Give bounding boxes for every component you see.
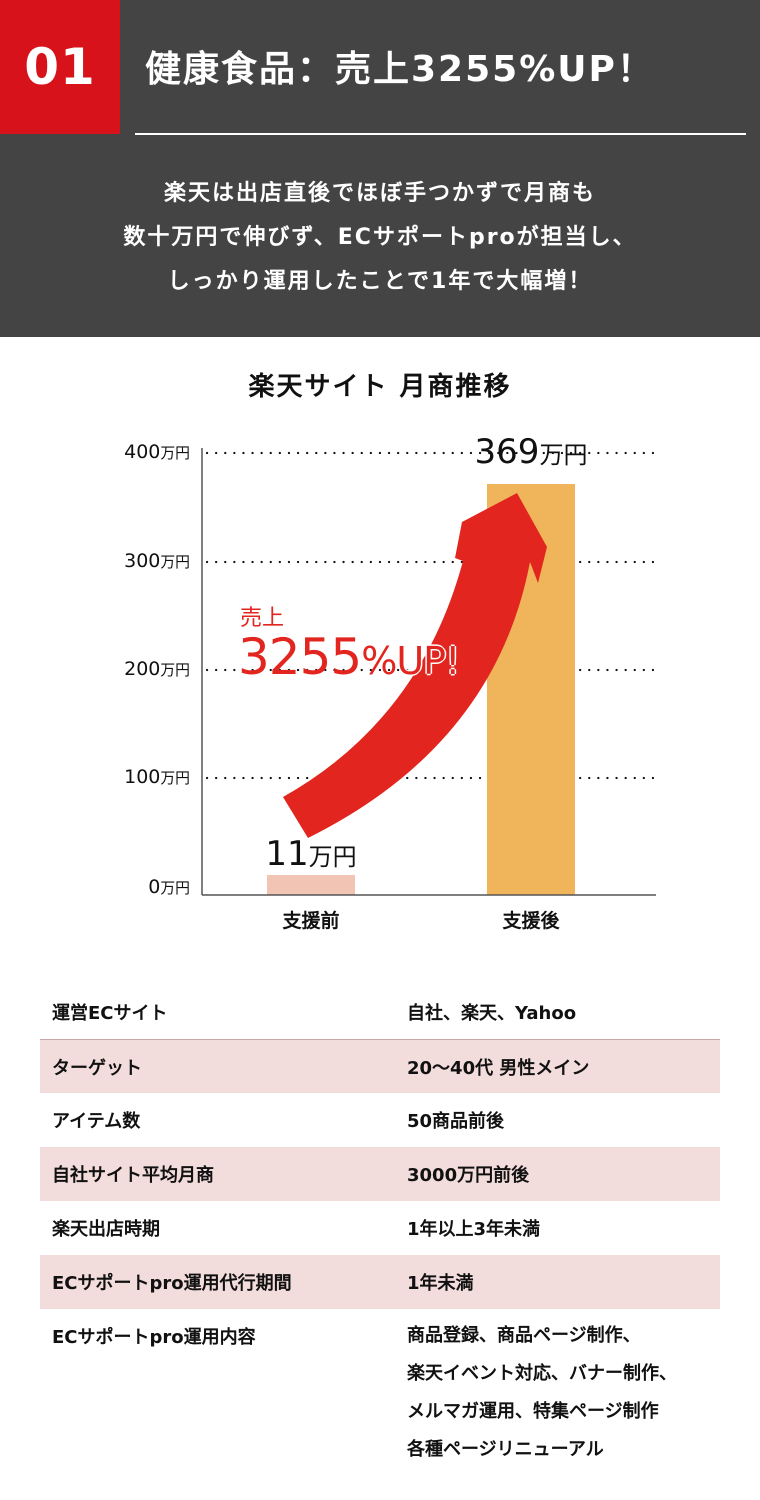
lead-line: 楽天は出店直後でほぼ手つかずで月商も [163,181,596,206]
lead-line: しっかり運用したことで1年で大幅増！ [167,269,593,294]
row-key: 運営ECサイト [52,1003,168,1024]
row-value: 1年以上3年未満 [407,1219,541,1240]
table-row: 運営ECサイト 自社、楽天、Yahoo [40,985,720,1039]
row-value: 商品登録、商品ページ制作、 楽天イベント対応、バナー制作、 メルマガ運用、特集ペ… [407,1309,720,1469]
row-value-line: 楽天イベント対応、バナー制作、 [407,1363,677,1384]
case-title: 健康食品：売上3255%UP！ [145,49,655,90]
row-value-line: メルマガ運用、特集ページ制作 [407,1401,659,1422]
case-number-badge: 01 [0,0,120,134]
row-key: ターゲット [52,1058,142,1079]
row-value: 50商品前後 [407,1111,505,1132]
row-value-line: 商品登録、商品ページ制作、 [407,1325,641,1346]
y-tick-400: 400万円 [124,441,190,463]
y-tick-0: 0万円 [148,876,190,898]
case-header: 01 健康食品：売上3255%UP！ 楽天は出店直後でほぼ手つかずで月商も 数十… [0,0,760,337]
case-number: 01 [24,38,96,96]
table-row: ECサポートpro運用内容 商品登録、商品ページ制作、 楽天イベント対応、バナー… [40,1309,720,1469]
y-tick-200: 200万円 [124,658,190,680]
x-category-before: 支援前 [282,910,340,932]
row-value: 1年未満 [407,1273,474,1294]
y-tick-300: 300万円 [124,550,190,572]
value-label-before: 11万円 [265,834,357,874]
growth-arrow-icon [283,493,547,838]
annotation-growth: 3255%UP! [238,628,460,686]
table-row: ECサポートpro運用代行期間 1年未満 [40,1255,720,1309]
gridlines [205,451,658,780]
row-value: 20〜40代 男性メイン [407,1058,590,1079]
row-key: 自社サイト平均月商 [52,1165,214,1186]
row-value: 自社、楽天、Yahoo [407,1003,577,1024]
table-row: 自社サイト平均月商 3000万円前後 [40,1147,720,1201]
case-lead: 楽天は出店直後でほぼ手つかずで月商も 数十万円で伸びず、ECサポートproが担当… [0,172,760,304]
row-key: ECサポートpro運用内容 [52,1327,256,1348]
table-row: ターゲット 20〜40代 男性メイン [40,1039,720,1093]
lead-line: 数十万円で伸びず、ECサポートproが担当し、 [123,225,637,250]
table-row: 楽天出店時期 1年以上3年未満 [40,1201,720,1255]
x-category-after: 支援後 [502,910,560,932]
row-key: アイテム数 [52,1111,141,1132]
chart-title: 楽天サイト 月商推移 [248,372,512,402]
table-row: アイテム数 50商品前後 [40,1093,720,1147]
row-value-line: 各種ページリニューアル [407,1439,604,1460]
row-key: 楽天出店時期 [52,1219,160,1240]
bar-chart [201,448,658,896]
value-label-after: 369万円 [474,432,588,472]
y-tick-100: 100万円 [124,766,190,788]
title-divider [135,133,746,135]
annotation-label: 売上 [240,606,285,631]
row-key: ECサポートpro運用代行期間 [52,1273,292,1294]
case-info-table: 運営ECサイト 自社、楽天、Yahoo ターゲット 20〜40代 男性メイン ア… [40,985,720,1469]
row-value: 3000万円前後 [407,1165,530,1186]
bar-before [267,875,355,895]
